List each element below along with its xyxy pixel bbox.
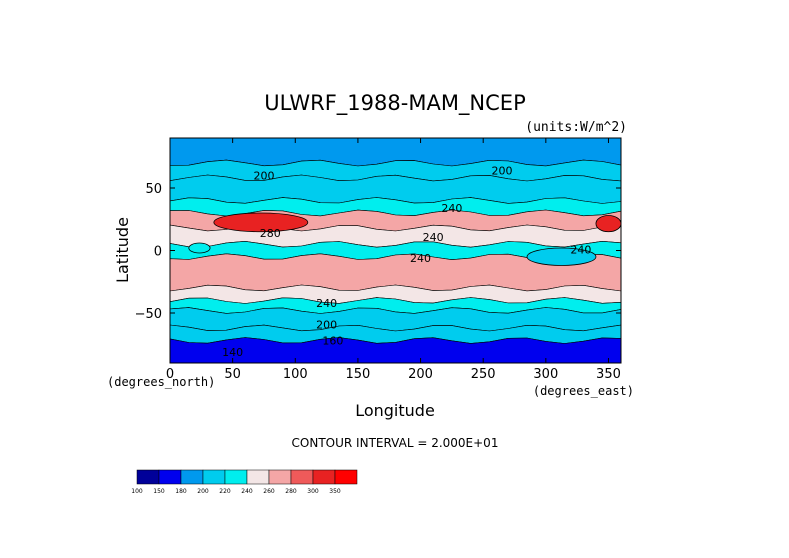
y-axis-ticks: 50 0 −50 [135, 182, 621, 322]
colorbar-swatch [290, 469, 314, 485]
colorbar-label: 350 [329, 488, 341, 495]
y-axis-label: Latitude [113, 217, 132, 283]
colorbar-swatch [158, 469, 182, 485]
contour-label: 200 [491, 165, 512, 178]
colorbar-swatch [246, 469, 270, 485]
contour-label: 240 [441, 202, 462, 215]
contour-labels: 200 200 240 240 240 240 280 240 200 160 140 [222, 165, 591, 359]
contour-label: 200 [253, 170, 274, 183]
colorbar-label: 100 [131, 488, 143, 495]
colorbar: 100 150 180 200 220 240 260 280 300 350 [131, 469, 358, 495]
feature-blob [188, 242, 211, 254]
y-tick-label: 0 [154, 245, 162, 260]
colorbar-swatch [312, 469, 336, 485]
x-tick-label: 100 [283, 367, 308, 382]
feature-blob [526, 247, 597, 266]
x-tick-label: 200 [408, 367, 433, 382]
x-tick-label: 0 [166, 367, 174, 382]
colorbar-label: 150 [153, 488, 165, 495]
colorbar-swatch [136, 469, 160, 485]
colorbar-swatch [180, 469, 204, 485]
contour-label: 200 [316, 318, 337, 331]
latitude-bands [170, 138, 621, 363]
chart-title: ULWRF_1988-MAM_NCEP [264, 91, 526, 116]
regional-features [188, 212, 621, 266]
contour-label: 240 [410, 252, 431, 265]
contour-label: 160 [322, 335, 343, 348]
colorbar-label: 180 [175, 488, 187, 495]
x-axis-ticks: 0 50 100 150 200 250 300 350 [166, 138, 621, 382]
colorbar-label: 260 [263, 488, 275, 495]
x-tick-label: 50 [224, 367, 241, 382]
colorbar-label: 220 [219, 488, 231, 495]
contour-interval-text: CONTOUR INTERVAL = 2.000E+01 [292, 436, 499, 450]
x-tick-label: 350 [596, 367, 621, 382]
colorbar-swatch [334, 469, 358, 485]
colorbar-label: 280 [285, 488, 297, 495]
colorbar-label: 200 [197, 488, 209, 495]
colorbar-swatch [224, 469, 248, 485]
x-tick-label: 150 [346, 367, 371, 382]
y-unit-label: (degrees_north) [107, 375, 215, 389]
colorbar-label: 240 [241, 488, 253, 495]
x-unit-label: (degrees_east) [533, 384, 634, 398]
contour-label: 140 [222, 346, 243, 359]
plot-area [170, 138, 621, 363]
feature-blob [213, 212, 309, 233]
contour-label: 240 [316, 297, 337, 310]
x-tick-label: 300 [533, 367, 558, 382]
y-tick-label: 50 [145, 182, 162, 197]
contour-label: 240 [570, 243, 591, 256]
colorbar-swatch [202, 469, 226, 485]
contour-label: 240 [423, 231, 444, 244]
contour-label: 280 [260, 227, 281, 240]
latitude-band [170, 337, 621, 363]
colorbar-swatch [268, 469, 292, 485]
y-tick-label: −50 [135, 307, 162, 322]
units-label: (units:W/m^2) [525, 120, 627, 135]
x-tick-label: 250 [471, 367, 496, 382]
feature-blob [595, 215, 621, 233]
colorbar-label: 300 [307, 488, 319, 495]
x-axis-label: Longitude [355, 401, 435, 420]
